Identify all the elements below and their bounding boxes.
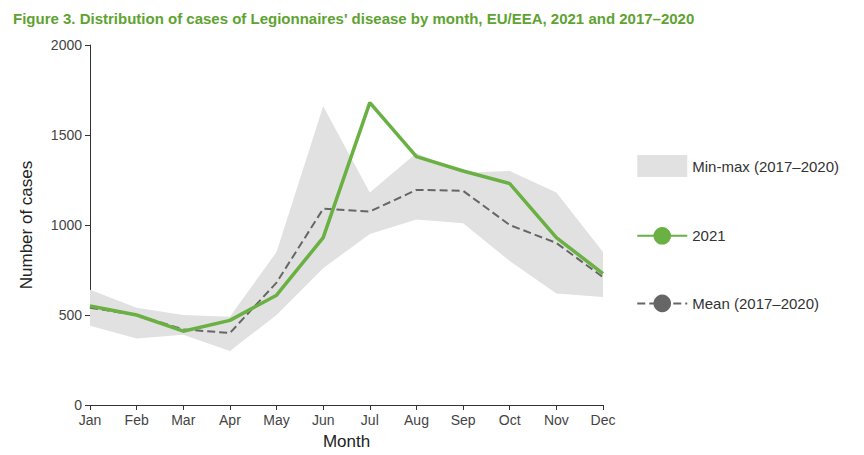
- svg-text:Dec: Dec: [591, 412, 616, 428]
- svg-text:2000: 2000: [51, 37, 82, 53]
- svg-text:Oct: Oct: [499, 412, 521, 428]
- svg-text:0: 0: [74, 397, 82, 413]
- svg-text:Feb: Feb: [125, 412, 149, 428]
- svg-text:Aug: Aug: [404, 412, 429, 428]
- svg-text:Nov: Nov: [544, 412, 569, 428]
- svg-text:Sep: Sep: [451, 412, 476, 428]
- svg-text:May: May: [263, 412, 289, 428]
- svg-text:Mar: Mar: [171, 412, 195, 428]
- svg-text:1500: 1500: [51, 127, 82, 143]
- svg-text:Jul: Jul: [361, 412, 379, 428]
- svg-text:2021: 2021: [692, 227, 725, 244]
- svg-text:Number of cases: Number of cases: [17, 161, 36, 290]
- svg-text:Mean (2017–2020): Mean (2017–2020): [692, 295, 819, 312]
- svg-text:500: 500: [59, 307, 83, 323]
- svg-text:Figure 3. Distribution of case: Figure 3. Distribution of cases of Legio…: [13, 10, 694, 27]
- svg-text:Jan: Jan: [79, 412, 102, 428]
- svg-text:Min-max (2017–2020): Min-max (2017–2020): [692, 158, 839, 175]
- svg-text:Jun: Jun: [312, 412, 335, 428]
- svg-text:Month: Month: [323, 432, 370, 451]
- svg-text:Apr: Apr: [219, 412, 241, 428]
- svg-text:1000: 1000: [51, 217, 82, 233]
